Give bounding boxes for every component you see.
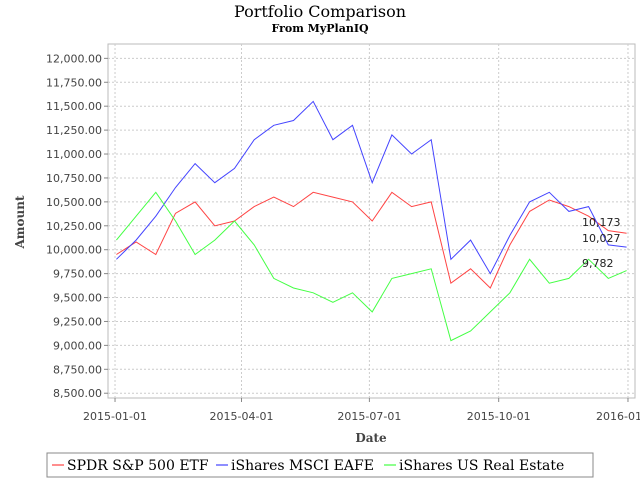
legend: SPDR S&P 500 ETF iShares MSCI EAFE iShares… xyxy=(52,458,564,474)
series-lines xyxy=(116,100,627,342)
legend-entry: iShares US Real Estate xyxy=(399,458,564,474)
chart-subtitle: From MyPlanIQ xyxy=(271,22,369,35)
y-tick-label: 10,750.00 xyxy=(46,172,102,185)
y-tick-label: 11,000.00 xyxy=(46,148,102,161)
end-value-label: 9,782 xyxy=(582,257,614,270)
x-tick-label: 2015-07-01 xyxy=(337,410,401,423)
y-axis-ticks: 8,500.00 8,750.00 9,000.00 9,250.00 9,500.00… xyxy=(46,52,108,400)
legend-box xyxy=(46,452,594,478)
end-value-label: 10,173 xyxy=(582,216,621,229)
y-tick-label: 9,000.00 xyxy=(53,339,102,352)
y-tick-label: 9,750.00 xyxy=(53,268,102,281)
series-line-3 xyxy=(116,191,627,342)
series-line-1 xyxy=(116,191,627,289)
end-value-label: 10,027 xyxy=(582,232,621,245)
grid xyxy=(108,44,635,398)
y-tick-label: 10,000.00 xyxy=(46,244,102,257)
y-tick-label: 9,500.00 xyxy=(53,292,102,305)
y-tick-label: 12,000.00 xyxy=(46,52,102,65)
y-tick-label: 8,750.00 xyxy=(53,363,102,376)
y-tick-label: 9,250.00 xyxy=(53,315,102,328)
y-tick-label: 11,750.00 xyxy=(46,76,102,89)
x-tick-label: 2015-01-01 xyxy=(83,410,147,423)
x-tick-label: 2015-10-01 xyxy=(467,410,531,423)
y-tick-label: 10,500.00 xyxy=(46,196,102,209)
y-tick-label: 8,500.00 xyxy=(53,387,102,400)
legend-entry: SPDR S&P 500 ETF xyxy=(67,458,209,474)
y-tick-label: 11,500.00 xyxy=(46,100,102,113)
series-line-2 xyxy=(116,100,627,275)
end-value-labels: 10,173 10,027 9,782 xyxy=(582,216,621,270)
legend-entry: iShares MSCI EAFE xyxy=(231,458,374,474)
x-axis-ticks: 2015-01-01 2015-04-01 2015-07-01 2015-10-01… xyxy=(83,398,640,423)
y-tick-label: 10,250.00 xyxy=(46,220,102,233)
y-axis-label: Amount xyxy=(13,195,27,249)
chart-title: Portfolio Comparison xyxy=(234,2,406,21)
x-tick-label: 2016-01-01 xyxy=(596,410,640,423)
x-tick-label: 2015-04-01 xyxy=(210,410,274,423)
y-tick-label: 11,250.00 xyxy=(46,124,102,137)
x-axis-label: Date xyxy=(355,431,387,445)
